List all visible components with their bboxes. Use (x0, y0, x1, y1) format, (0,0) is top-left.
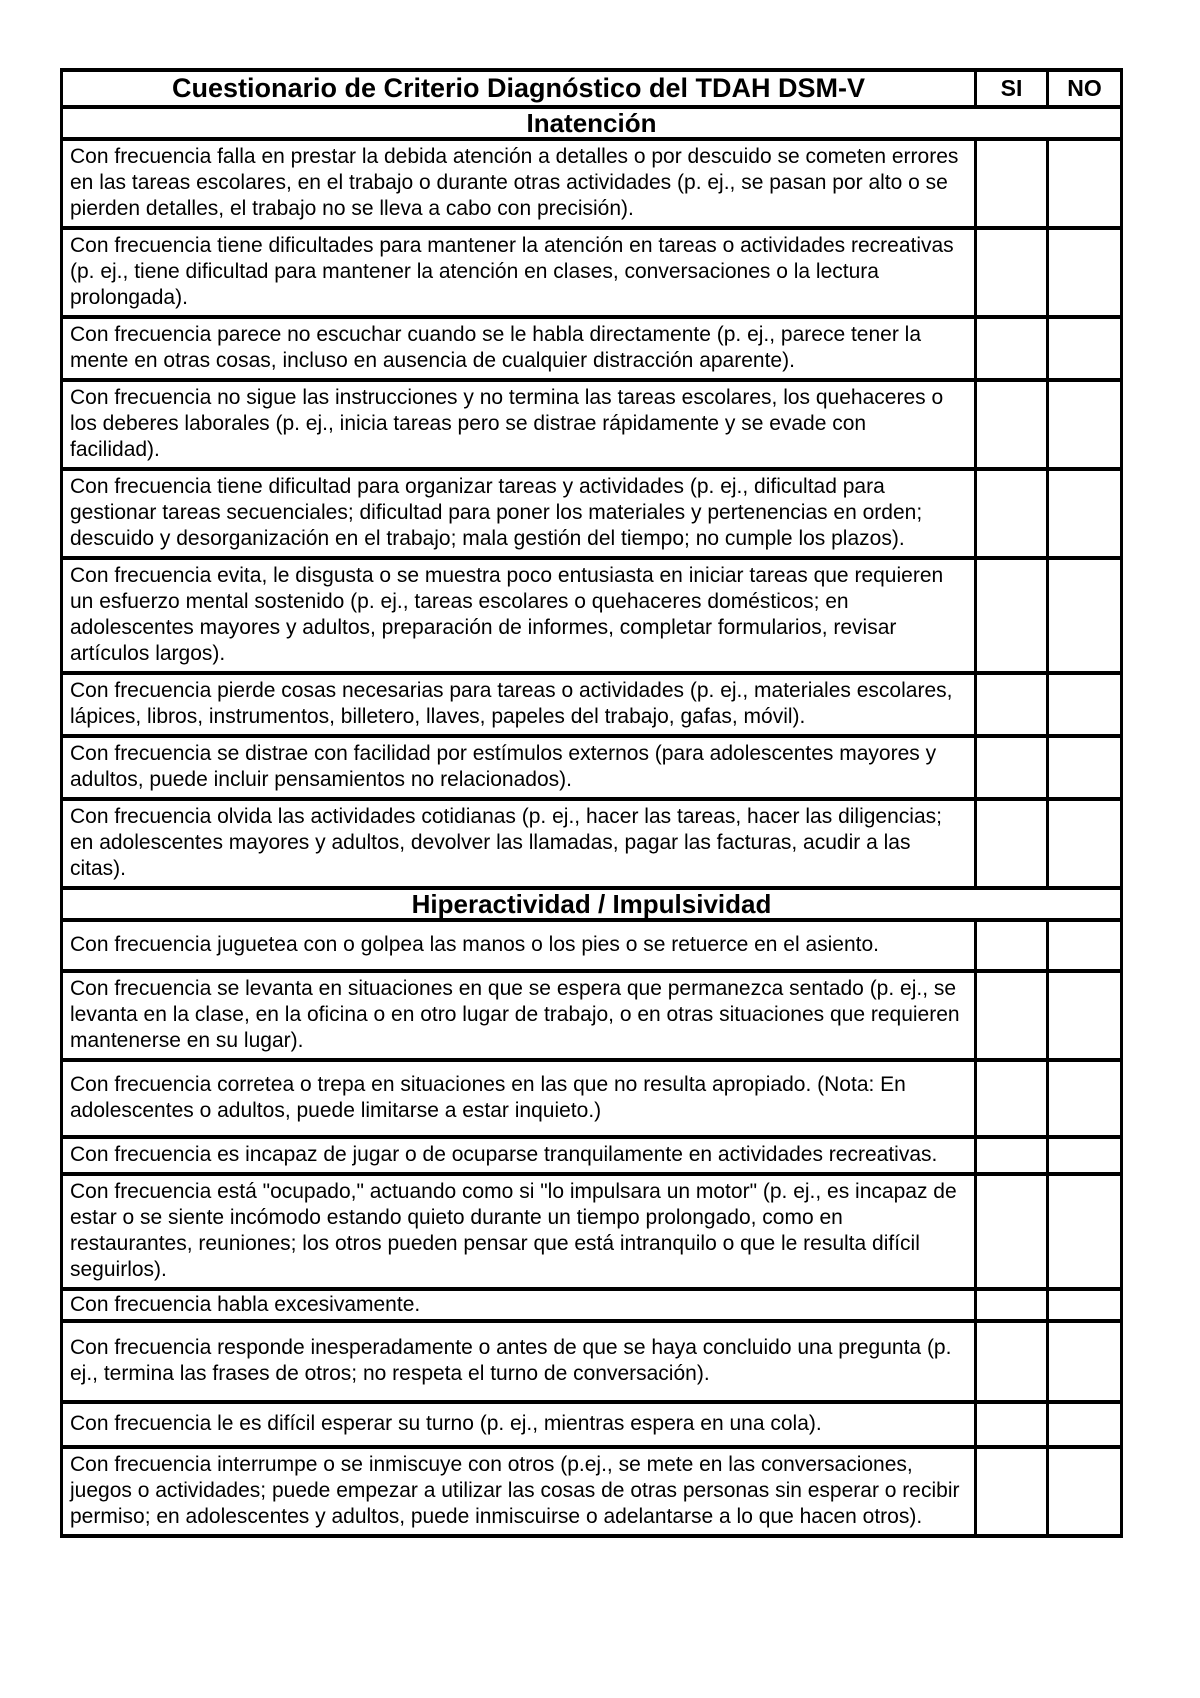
section-header-row: Inatención (60, 105, 1123, 141)
criterion-text: Con frecuencia responde inesperadamente … (60, 1319, 977, 1404)
questionnaire-table: Cuestionario de Criterio Diagnóstico del… (60, 68, 1123, 1538)
criterion-row: Con frecuencia no sigue las instruccione… (60, 378, 1123, 471)
criterion-row: Con frecuencia pierde cosas necesarias p… (60, 671, 1123, 738)
answer-cell-si[interactable] (974, 315, 1049, 382)
answer-cell-si[interactable] (974, 797, 1049, 890)
answer-cell-no[interactable] (1046, 1135, 1123, 1176)
criterion-row: Con frecuencia habla excesivamente. (60, 1287, 1123, 1323)
section-body-0: Inatención Con frecuencia falla en presta… (60, 105, 1123, 890)
answer-cell-si[interactable] (974, 467, 1049, 560)
answer-cell-si[interactable] (974, 378, 1049, 471)
answer-cell-no[interactable] (1046, 467, 1123, 560)
criterion-text: Con frecuencia interrumpe o se inmiscuye… (60, 1445, 977, 1538)
criterion-row: Con frecuencia evita, le disgusta o se m… (60, 556, 1123, 675)
answer-cell-no[interactable] (1046, 918, 1123, 973)
answer-cell-si[interactable] (974, 734, 1049, 801)
answer-cell-si[interactable] (974, 1058, 1049, 1139)
criterion-row: Con frecuencia tiene dificultad para org… (60, 467, 1123, 560)
answer-cell-no[interactable] (1046, 734, 1123, 801)
answer-cell-si[interactable] (974, 226, 1049, 319)
criterion-row: Con frecuencia juguetea con o golpea las… (60, 918, 1123, 973)
criterion-row: Con frecuencia le es difícil esperar su … (60, 1400, 1123, 1449)
answer-cell-no[interactable] (1046, 1400, 1123, 1449)
section-header-row: Hiperactividad / Impulsividad (60, 886, 1123, 922)
criterion-row: Con frecuencia es incapaz de jugar o de … (60, 1135, 1123, 1176)
section-heading: Hiperactividad / Impulsividad (60, 886, 1123, 922)
header-row: Cuestionario de Criterio Diagnóstico del… (60, 68, 1123, 109)
answer-cell-no[interactable] (1046, 378, 1123, 471)
answer-cell-si[interactable] (974, 1287, 1049, 1323)
criterion-text: Con frecuencia corretea o trepa en situa… (60, 1058, 977, 1139)
section-body-1: Hiperactividad / Impulsividad Con frecuen… (60, 886, 1123, 1538)
criterion-text: Con frecuencia tiene dificultad para org… (60, 467, 977, 560)
criterion-row: Con frecuencia parece no escuchar cuando… (60, 315, 1123, 382)
column-header-si: SI (974, 68, 1049, 109)
criterion-row: Con frecuencia responde inesperadamente … (60, 1319, 1123, 1404)
answer-cell-si[interactable] (974, 1445, 1049, 1538)
criterion-text: Con frecuencia falla en prestar la debid… (60, 137, 977, 230)
criterion-row: Con frecuencia olvida las actividades co… (60, 797, 1123, 890)
criterion-row: Con frecuencia está "ocupado," actuando … (60, 1172, 1123, 1291)
criterion-text: Con frecuencia le es difícil esperar su … (60, 1400, 977, 1449)
criterion-row: Con frecuencia falla en prestar la debid… (60, 137, 1123, 230)
criterion-text: Con frecuencia tiene dificultades para m… (60, 226, 977, 319)
answer-cell-no[interactable] (1046, 671, 1123, 738)
answer-cell-no[interactable] (1046, 556, 1123, 675)
answer-cell-no[interactable] (1046, 137, 1123, 230)
column-header-no: NO (1046, 68, 1123, 109)
criterion-text: Con frecuencia habla excesivamente. (60, 1287, 977, 1323)
criterion-text: Con frecuencia se levanta en situaciones… (60, 969, 977, 1062)
answer-cell-si[interactable] (974, 918, 1049, 973)
questionnaire-title: Cuestionario de Criterio Diagnóstico del… (60, 68, 977, 109)
criterion-row: Con frecuencia se distrae con facilidad … (60, 734, 1123, 801)
answer-cell-si[interactable] (974, 1172, 1049, 1291)
criterion-text: Con frecuencia olvida las actividades co… (60, 797, 977, 890)
answer-cell-no[interactable] (1046, 1058, 1123, 1139)
criterion-row: Con frecuencia interrumpe o se inmiscuye… (60, 1445, 1123, 1538)
criterion-row: Con frecuencia tiene dificultades para m… (60, 226, 1123, 319)
criterion-text: Con frecuencia juguetea con o golpea las… (60, 918, 977, 973)
answer-cell-no[interactable] (1046, 226, 1123, 319)
answer-cell-no[interactable] (1046, 315, 1123, 382)
answer-cell-no[interactable] (1046, 969, 1123, 1062)
answer-cell-no[interactable] (1046, 1172, 1123, 1291)
answer-cell-si[interactable] (974, 1319, 1049, 1404)
answer-cell-si[interactable] (974, 556, 1049, 675)
criterion-text: Con frecuencia se distrae con facilidad … (60, 734, 977, 801)
answer-cell-no[interactable] (1046, 1287, 1123, 1323)
criterion-row: Con frecuencia corretea o trepa en situa… (60, 1058, 1123, 1139)
criterion-row: Con frecuencia se levanta en situaciones… (60, 969, 1123, 1062)
criterion-text: Con frecuencia evita, le disgusta o se m… (60, 556, 977, 675)
answer-cell-si[interactable] (974, 1400, 1049, 1449)
criterion-text: Con frecuencia es incapaz de jugar o de … (60, 1135, 977, 1176)
criterion-text: Con frecuencia está "ocupado," actuando … (60, 1172, 977, 1291)
answer-cell-si[interactable] (974, 671, 1049, 738)
answer-cell-si[interactable] (974, 969, 1049, 1062)
criterion-text: Con frecuencia no sigue las instruccione… (60, 378, 977, 471)
answer-cell-si[interactable] (974, 1135, 1049, 1176)
answer-cell-no[interactable] (1046, 1319, 1123, 1404)
answer-cell-no[interactable] (1046, 797, 1123, 890)
answer-cell-no[interactable] (1046, 1445, 1123, 1538)
criterion-text: Con frecuencia pierde cosas necesarias p… (60, 671, 977, 738)
section-heading: Inatención (60, 105, 1123, 141)
criterion-text: Con frecuencia parece no escuchar cuando… (60, 315, 977, 382)
header-body: Cuestionario de Criterio Diagnóstico del… (60, 68, 1123, 109)
answer-cell-si[interactable] (974, 137, 1049, 230)
